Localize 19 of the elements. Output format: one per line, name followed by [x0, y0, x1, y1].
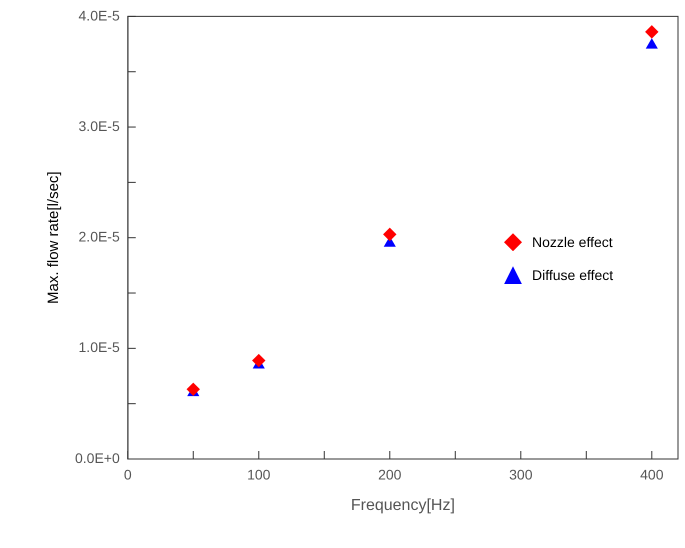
x-tick-label: 100 [247, 466, 271, 482]
y-tick-label: 3.0E-5 [78, 118, 120, 134]
y-tick-label: 1.0E-5 [78, 339, 120, 356]
point [383, 228, 396, 241]
point [645, 25, 658, 38]
x-tick-label: 400 [640, 466, 664, 482]
y-tick-label: 4.0E-5 [78, 7, 120, 24]
point [186, 382, 200, 396]
point [646, 38, 658, 49]
x-tick-label: 0 [124, 466, 132, 482]
legend-label: Nozzle effect [532, 234, 613, 250]
point [252, 354, 266, 368]
y-tick-label: 0.0E+0 [74, 450, 120, 466]
y-tick-label: 2.0E-5 [78, 228, 120, 245]
x-axis-title: Frequency[Hz] [350, 496, 455, 514]
x-tick-label: 200 [378, 466, 402, 482]
x-tick-label: 300 [509, 466, 533, 482]
y-axis-title: Max. flow rate[l/sec] [45, 171, 62, 304]
legend-label: Diffuse effect [532, 267, 614, 284]
